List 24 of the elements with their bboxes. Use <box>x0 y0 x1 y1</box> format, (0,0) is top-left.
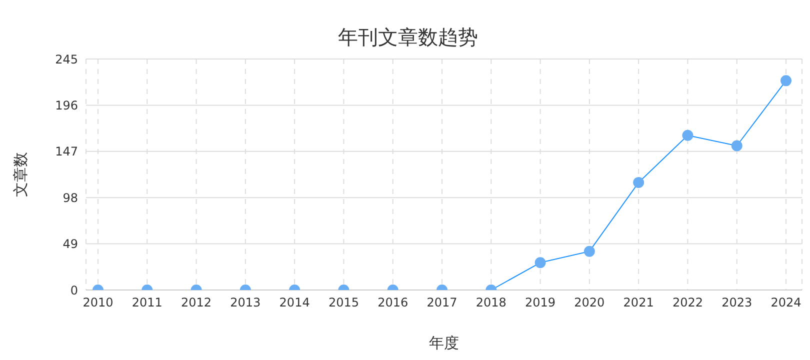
x-tick-label: 2012 <box>181 296 212 310</box>
y-tick-label: 98 <box>62 190 78 205</box>
y-tick-label: 49 <box>62 237 78 252</box>
x-tick-label: 2022 <box>672 296 703 310</box>
y-axis-title: 文章数 <box>11 152 30 197</box>
y-tick-label: 0 <box>70 283 78 298</box>
chart-title: 年刊文章数趋势 <box>337 24 479 51</box>
x-axis-title: 年度 <box>429 334 459 352</box>
x-tick-label: 2019 <box>525 296 556 310</box>
x-tick-label: 2023 <box>722 296 752 310</box>
x-tick-label: 2015 <box>328 296 359 310</box>
x-tick-label: 2024 <box>770 296 802 310</box>
y-tick-label: 196 <box>55 98 78 112</box>
y-tick-label: 245 <box>55 52 78 66</box>
x-tick-label: 2014 <box>279 296 310 310</box>
x-tick-label: 2010 <box>82 296 114 310</box>
x-tick-label: 2020 <box>574 296 605 310</box>
x-tick-label: 2018 <box>476 296 506 310</box>
x-tick-label: 2017 <box>426 296 458 310</box>
x-tick-label: 2013 <box>230 296 261 310</box>
x-tick-label: 2011 <box>132 296 162 310</box>
x-tick-label: 2016 <box>378 296 408 310</box>
x-tick-label: 2021 <box>623 296 654 310</box>
y-tick-label: 147 <box>55 144 78 159</box>
